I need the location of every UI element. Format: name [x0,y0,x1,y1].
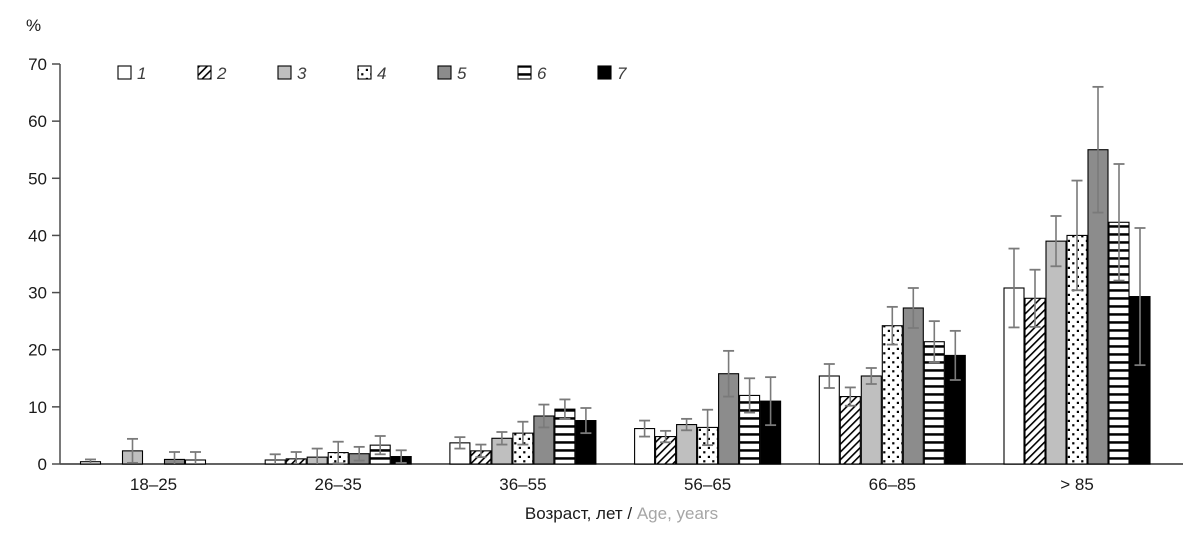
bar-series-2-66–85 [839,396,861,465]
error-bars-layer [85,85,1146,465]
legend-label-2: 2 [216,64,227,83]
legend-label-6: 6 [537,64,547,83]
bar-series-1-66–85 [818,375,840,465]
legend-label-5: 5 [457,64,467,83]
x-axis-category-label: 18–25 [130,475,177,494]
legend-swatch-3 [277,65,292,80]
x-axis-category-label: 66–85 [869,475,916,494]
legend: 1 2 3 4 5 6 7 [117,64,627,83]
legend-label-1: 1 [137,64,146,83]
x-axis-title-russian: Возраст, лет / [524,504,637,523]
legend-swatch-1 [117,65,132,80]
bar-series-4-66–85 [881,325,903,465]
legend-swatch-5 [437,65,452,80]
legend-swatch-7 [597,65,612,80]
y-axis-tick-label: 20 [28,341,47,360]
x-axis-title: Возраст, лет / Age, years [60,504,1183,524]
x-axis-category-label: 26–35 [315,475,362,494]
bar-series-3-> 85 [1045,240,1067,465]
y-axis-tick-label: 40 [28,226,47,245]
legend-label-3: 3 [297,64,307,83]
legend-label-4: 4 [377,64,386,83]
y-axis-tick-label: 30 [28,284,47,303]
x-axis-category-label: > 85 [1060,475,1094,494]
bar-series-3-66–85 [860,375,882,465]
bars-layer [79,149,1151,465]
y-axis-tick-label: 10 [28,398,47,417]
legend-label-7: 7 [617,64,627,83]
legend-swatch-2 [197,65,212,80]
y-axis-tick-label: 0 [38,455,47,474]
x-axis-title-english: Age, years [636,504,719,523]
legend-swatch-6 [517,65,532,80]
y-axis-tick-label: 60 [28,112,47,131]
x-axis-category-label: 36–55 [499,475,546,494]
bar-series-5-66–85 [902,307,924,465]
y-axis-tick-label: 70 [28,55,47,74]
x-axis-category-label: 56–65 [684,475,731,494]
legend-swatch-4 [357,65,372,80]
y-axis-unit-label: % [26,16,42,35]
y-axis-tick-label: 50 [28,169,47,188]
